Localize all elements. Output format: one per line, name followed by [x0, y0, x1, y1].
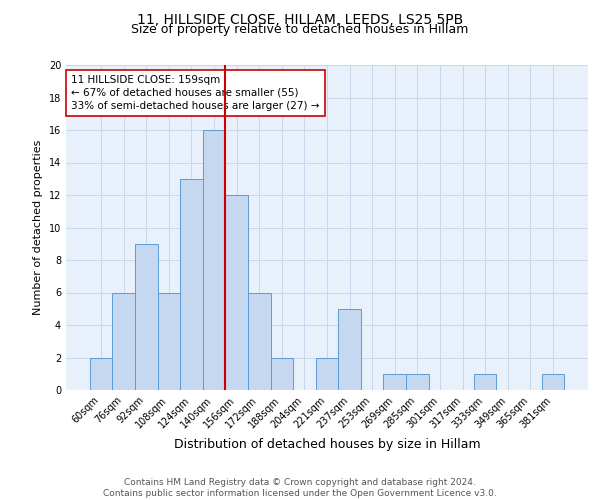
Bar	[226, 195, 248, 390]
Bar	[406, 374, 428, 390]
Bar	[180, 179, 203, 390]
Text: Contains HM Land Registry data © Crown copyright and database right 2024.
Contai: Contains HM Land Registry data © Crown c…	[103, 478, 497, 498]
Bar	[271, 358, 293, 390]
Bar	[338, 308, 361, 390]
Text: 11, HILLSIDE CLOSE, HILLAM, LEEDS, LS25 5PB: 11, HILLSIDE CLOSE, HILLAM, LEEDS, LS25 …	[137, 12, 463, 26]
Bar	[158, 292, 180, 390]
Bar	[383, 374, 406, 390]
Bar	[542, 374, 564, 390]
Y-axis label: Number of detached properties: Number of detached properties	[33, 140, 43, 315]
Bar	[90, 358, 112, 390]
Bar	[112, 292, 135, 390]
Bar	[135, 244, 158, 390]
Bar	[474, 374, 496, 390]
X-axis label: Distribution of detached houses by size in Hillam: Distribution of detached houses by size …	[173, 438, 481, 451]
Bar	[316, 358, 338, 390]
Bar	[248, 292, 271, 390]
Text: 11 HILLSIDE CLOSE: 159sqm
← 67% of detached houses are smaller (55)
33% of semi-: 11 HILLSIDE CLOSE: 159sqm ← 67% of detac…	[71, 74, 320, 111]
Bar	[203, 130, 226, 390]
Text: Size of property relative to detached houses in Hillam: Size of property relative to detached ho…	[131, 22, 469, 36]
